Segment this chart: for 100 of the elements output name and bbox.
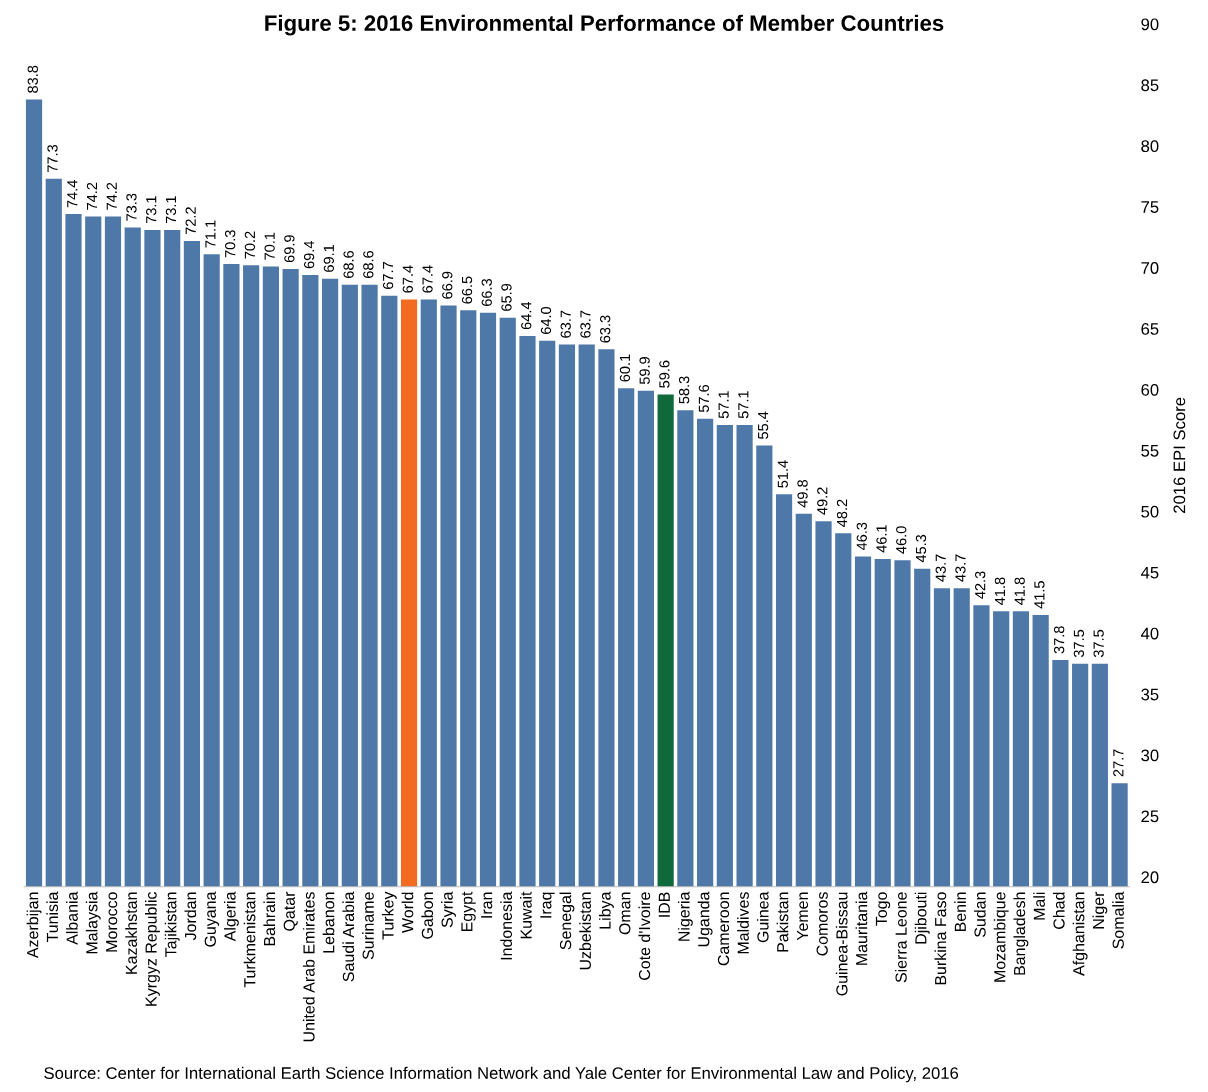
x-tick-label: Burkina Faso [934, 892, 947, 985]
x-tick-label: Tajikistan [164, 892, 180, 957]
x-tick-label: Mali [1033, 892, 1045, 920]
x-tick-label: Egypt [461, 891, 476, 932]
y-tick-label: 75 [1141, 201, 1159, 213]
x-tick-label: Albania [66, 891, 78, 945]
x-tick-label: Niger [1092, 891, 1108, 929]
x-tick-label: Indonesia [500, 891, 513, 960]
x-tick-label: Iran [481, 892, 493, 918]
x-tick-label: Mauritania [855, 891, 868, 965]
data-label: 67.7 [382, 262, 394, 289]
data-label: 45.3 [915, 534, 927, 563]
y-tick-label: 85 [1141, 79, 1159, 92]
x-tick-label: Sudan [974, 892, 986, 938]
x-tick-label: Tunisia [46, 891, 59, 943]
data-label: 73.3 [126, 193, 137, 221]
data-label: 37.5 [1093, 629, 1104, 658]
data-label: 70.1 [264, 232, 275, 260]
data-label: 68.6 [363, 250, 374, 278]
x-tick-label: Turkey [381, 891, 397, 940]
data-label: 70.2 [244, 231, 256, 259]
x-tick-label: Algeria [223, 891, 239, 942]
y-tick-label: 60 [1141, 383, 1159, 396]
x-tick-label: United Arab Emirates [302, 892, 315, 1042]
data-label: 46.1 [876, 525, 887, 553]
x-tick-label: Syria [441, 891, 456, 928]
x-tick-label: Lebanon [322, 892, 335, 953]
data-label: 41.5 [1034, 581, 1045, 609]
data-label: 74.2 [86, 182, 98, 210]
x-tick-label: Mozambique [993, 892, 1009, 982]
data-label: 63.7 [560, 310, 571, 338]
y-axis-title: 2016 EPI Score [1173, 397, 1186, 513]
x-tick-label: Turkmenistan [243, 892, 256, 988]
data-label: 41.8 [994, 577, 1006, 605]
data-label: 73.1 [165, 196, 177, 224]
chart-title: Figure 5: 2016 Environmental Performance of Member Countries [265, 14, 944, 36]
x-tick-label: Comoros [816, 892, 828, 956]
data-label: 67.4 [422, 265, 433, 293]
data-label: 37.8 [1053, 626, 1065, 654]
y-tick-label: 50 [1141, 505, 1159, 518]
x-tick-label: Malaysia [85, 891, 101, 954]
x-tick-label: IDB [658, 892, 670, 917]
x-tick-label: Uganda [697, 891, 713, 947]
x-tick-label: Djibouti [914, 892, 930, 944]
data-label: 57.1 [718, 391, 729, 419]
x-tick-label: World [401, 892, 414, 933]
data-label: 57.6 [698, 384, 710, 413]
x-tick-label: Cote d'Ivoire [638, 892, 651, 980]
x-tick-label: Guyana [204, 891, 220, 947]
x-tick-label: Uzbekistan [579, 892, 591, 970]
data-label: 46.3 [856, 522, 867, 551]
data-label: 68.6 [343, 250, 354, 278]
x-tick-label: Guinea-Bissau [835, 892, 848, 996]
data-label: 73.1 [146, 196, 157, 224]
data-label: 65.9 [501, 283, 512, 311]
y-tick-label: 20 [1141, 871, 1159, 884]
data-label: 72.2 [185, 207, 196, 235]
y-tick-label: 40 [1140, 627, 1159, 640]
y-tick-label: 65 [1141, 323, 1159, 335]
x-tick-label: Suriname [362, 892, 374, 960]
data-label: 43.7 [935, 554, 946, 582]
x-tick-label: Kuwait [520, 891, 532, 939]
data-label: 63.7 [580, 310, 591, 338]
data-label: 64.0 [540, 306, 552, 334]
data-label: 43.7 [955, 554, 966, 582]
x-tick-label: Morocco [106, 892, 118, 952]
data-label: 59.9 [639, 357, 650, 385]
y-tick-label: 45 [1140, 566, 1159, 579]
data-label: 69.4 [303, 240, 315, 269]
x-tick-label: Nigeria [677, 891, 693, 941]
data-label: 49.2 [817, 487, 828, 515]
data-label: 42.3 [975, 571, 986, 599]
data-label: 27.7 [1113, 749, 1124, 777]
data-label: 41.8 [1014, 577, 1025, 605]
x-tick-label: Senegal [559, 892, 575, 950]
x-tick-label: Somalia [1112, 891, 1124, 949]
x-tick-label: Maldives [737, 892, 749, 954]
data-label: 67.4 [402, 265, 413, 293]
x-tick-label: Oman [619, 892, 631, 935]
x-tick-label: Kazakhstan [125, 892, 138, 974]
x-tick-label: Guinea [756, 891, 769, 943]
data-label: 74.2 [106, 182, 117, 210]
data-label: 58.3 [678, 376, 690, 404]
x-tick-label: Bangladesh [1013, 892, 1029, 975]
x-tick-label: Gabon [421, 892, 434, 939]
x-tick-label: Benin [954, 892, 966, 932]
source-note: Source: Center for International Earth Science Information Network and Yale Center for Environmental Law and Policy, 2016 [44, 1066, 959, 1083]
y-tick-label: 70 [1141, 262, 1159, 274]
data-label: 57.1 [738, 391, 749, 419]
x-tick-label: Azerbijan [26, 892, 42, 959]
y-tick-label: 80 [1141, 140, 1159, 153]
x-tick-label: Bahrain [263, 892, 276, 946]
data-label: 46.0 [896, 526, 907, 554]
x-tick-label: Iraq [540, 892, 555, 918]
data-label: 66.3 [481, 278, 492, 306]
x-tick-label: Afghanistan [1072, 892, 1088, 976]
x-tick-label: Saudi Arabia [342, 891, 355, 982]
x-tick-label: Kyrgyz Republic [145, 891, 160, 1006]
y-tick-label: 55 [1141, 445, 1159, 457]
x-tick-label: Qatar [283, 891, 298, 931]
